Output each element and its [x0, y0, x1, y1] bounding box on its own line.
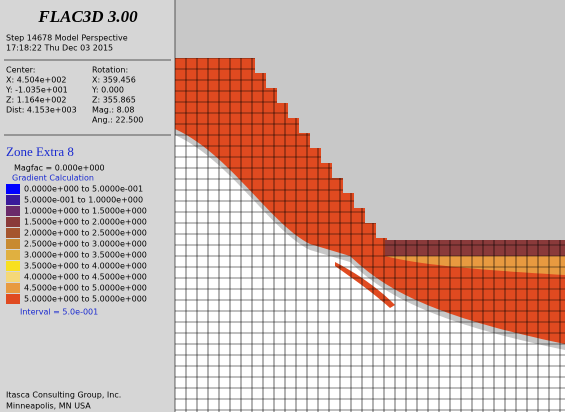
center-value: Y: -1.035e+001: [5, 86, 68, 95]
legend-label: 1.0000e+000 to 1.5000e+000: [24, 207, 147, 216]
rotation-label: Rotation:: [92, 66, 128, 75]
center-label: Center:: [6, 66, 35, 75]
center-value: Dist: 4.153e+003: [6, 106, 77, 115]
interval: Interval = 5.0e-001: [20, 308, 98, 317]
time: 17:18:22 Thu Dec 03 2015: [6, 44, 113, 53]
center-value: Z: 1.164e+002: [6, 96, 67, 105]
location: Minneapolis, MN USA: [6, 402, 91, 411]
legend-subtitle: Gradient Calculation: [12, 174, 94, 183]
legend-title: Zone Extra 8: [6, 144, 74, 159]
legend-swatch: [6, 239, 20, 249]
legend-swatch: [6, 283, 20, 293]
legend-label: 1.5000e+000 to 2.0000e+000: [24, 218, 147, 227]
rotation-value: Mag.: 8.08: [92, 106, 134, 115]
legend-swatch: [6, 195, 20, 205]
legend-swatch: [6, 228, 20, 238]
center-value: X: 4.504e+002: [6, 76, 67, 85]
company: Itasca Consulting Group, Inc.: [6, 391, 121, 400]
step: Step 14678 Model Perspective: [6, 34, 128, 43]
page: FLAC3D 3.00 Step 14678 Model Perspective…: [0, 0, 565, 412]
legend-label: 4.0000e+000 to 4.5000e+000: [24, 273, 147, 282]
rotation-value: Z: 355.865: [92, 96, 136, 105]
legend-swatch: [6, 261, 20, 271]
legend-label: 0.0000e+000 to 5.0000e-001: [24, 185, 143, 194]
legend-swatch: [6, 272, 20, 282]
legend-label: 3.0000e+000 to 3.5000e+000: [24, 251, 147, 260]
legend-label: 5.0000e+000 to 5.0000e+000: [24, 295, 147, 304]
legend-label: 2.0000e+000 to 2.5000e+000: [24, 229, 147, 238]
legend-swatch: [6, 184, 20, 194]
magfac: Magfac = 0.000e+000: [14, 164, 105, 173]
legend-swatch: [6, 250, 20, 260]
legend-swatch: [6, 294, 20, 304]
legend-swatch: [6, 217, 20, 227]
legend-label: 3.5000e+000 to 4.0000e+000: [24, 262, 147, 271]
legend-label: 2.5000e+000 to 3.0000e+000: [24, 240, 147, 249]
rotation-value: Ang.: 22.500: [92, 116, 143, 125]
app-title: FLAC3D 3.00: [37, 7, 138, 26]
legend-label: 4.5000e+000 to 5.0000e+000: [24, 284, 147, 293]
rotation-value: Y: 0.000: [91, 86, 124, 95]
screen: FLAC3D 3.00 Step 14678 Model Perspective…: [0, 0, 565, 412]
rotation-value: X: 359.456: [92, 76, 136, 85]
legend-label: 5.0000e-001 to 1.0000e+000: [24, 196, 143, 205]
legend-swatch: [6, 206, 20, 216]
